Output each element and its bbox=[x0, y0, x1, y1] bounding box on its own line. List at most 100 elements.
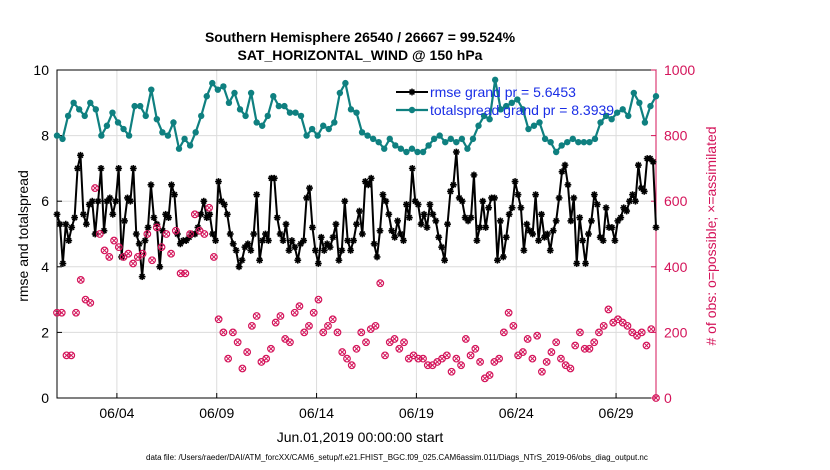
rmse-point-stroke bbox=[218, 198, 225, 205]
rmse-point-stroke bbox=[491, 194, 498, 201]
spread-point bbox=[220, 83, 227, 90]
obs-possible-circle bbox=[171, 226, 180, 235]
obs-possible-circle bbox=[357, 328, 366, 337]
obs-assimilated-x bbox=[206, 205, 212, 211]
spread-point bbox=[297, 112, 305, 120]
legend-label-spread: totalspread grand pr = 8.3939 bbox=[430, 102, 614, 118]
obs-point bbox=[343, 354, 351, 363]
obs-point bbox=[72, 308, 80, 317]
rmse-point bbox=[590, 191, 598, 199]
rmse-point bbox=[467, 214, 475, 221]
y-tick-label-left: 2 bbox=[41, 324, 49, 340]
spread-point bbox=[397, 145, 405, 152]
obs-point bbox=[281, 335, 290, 343]
rmse-point-stroke bbox=[365, 181, 372, 188]
obs-assimilated-x bbox=[187, 231, 193, 237]
spread-point bbox=[597, 119, 604, 126]
obs-point bbox=[381, 351, 389, 360]
obs-point bbox=[81, 295, 90, 304]
rmse-point-stroke bbox=[520, 247, 527, 254]
rmse-point-stroke bbox=[462, 214, 469, 221]
obs-assimilated-x bbox=[244, 349, 250, 355]
rmse-point bbox=[511, 178, 519, 185]
rmse-point-stroke bbox=[559, 168, 566, 175]
rmse-point-stroke bbox=[253, 191, 260, 198]
obs-point bbox=[67, 351, 76, 360]
spread-point bbox=[308, 125, 316, 133]
obs-possible-circle bbox=[518, 348, 527, 356]
rmse-point-stroke bbox=[550, 227, 557, 234]
obs-point bbox=[352, 344, 361, 353]
obs-assimilated-x bbox=[591, 339, 597, 345]
obs-possible-circle bbox=[324, 321, 332, 330]
spread-point bbox=[381, 145, 388, 152]
rmse-point bbox=[350, 237, 357, 244]
obs-point bbox=[228, 328, 237, 337]
obs-possible-circle bbox=[110, 236, 118, 245]
rmse-point-stroke bbox=[650, 158, 657, 165]
spread-point bbox=[613, 109, 621, 116]
rmse-point-stroke bbox=[438, 244, 445, 251]
obs-point bbox=[338, 348, 347, 356]
rmse-point bbox=[306, 184, 313, 192]
obs-point bbox=[480, 374, 489, 383]
rmse-point bbox=[549, 227, 557, 235]
rmse-point-stroke bbox=[171, 191, 178, 198]
rmse-point-stroke bbox=[288, 237, 295, 244]
spread-point bbox=[292, 109, 299, 116]
obs-point bbox=[157, 243, 166, 252]
y-tick-label-right: 0 bbox=[664, 390, 672, 406]
spread-point bbox=[558, 142, 565, 149]
obs-assimilated-x bbox=[292, 310, 298, 316]
rmse-point-stroke bbox=[617, 214, 624, 221]
spread-point bbox=[114, 119, 122, 126]
rmse-point bbox=[400, 237, 407, 244]
obs-possible-circle bbox=[461, 335, 470, 343]
chart-subtitle: SAT_HORIZONTAL_WIND @ 150 hPa bbox=[238, 47, 483, 63]
spread-point bbox=[480, 112, 488, 120]
spread-point bbox=[436, 132, 443, 139]
obs-possible-circle bbox=[576, 328, 584, 337]
rmse-point bbox=[502, 233, 510, 241]
rmse-point-stroke bbox=[236, 263, 243, 270]
rmse-point bbox=[411, 197, 419, 205]
obs-point bbox=[438, 354, 446, 363]
rmse-point-stroke bbox=[526, 227, 533, 234]
rmse-point-stroke bbox=[89, 198, 96, 205]
obs-possible-circle bbox=[580, 344, 589, 353]
rmse-point bbox=[309, 224, 316, 231]
spread-point bbox=[630, 89, 638, 97]
rmse-point-stroke bbox=[494, 257, 501, 264]
spread-point bbox=[541, 135, 549, 143]
rmse-point-stroke bbox=[118, 253, 125, 260]
rmse-point bbox=[356, 207, 363, 215]
spread-point bbox=[136, 102, 144, 110]
rmse-point-stroke bbox=[341, 198, 348, 205]
rmse-point bbox=[97, 165, 105, 172]
obs-possible-circle bbox=[67, 351, 76, 360]
obs-possible-circle bbox=[623, 321, 632, 330]
spread-point bbox=[625, 112, 632, 120]
rmse-point bbox=[405, 214, 413, 221]
rmse-point-stroke bbox=[303, 194, 310, 201]
obs-point bbox=[471, 344, 480, 353]
spread-point bbox=[508, 99, 515, 107]
rmse-point bbox=[265, 237, 272, 244]
spread-point bbox=[198, 112, 205, 120]
obs-assimilated-x bbox=[311, 310, 317, 316]
rmse-point bbox=[523, 220, 531, 228]
rmse-point bbox=[567, 217, 575, 225]
obs-possible-circle bbox=[100, 246, 109, 255]
rmse-point-stroke bbox=[515, 191, 521, 198]
spread-point bbox=[608, 116, 615, 123]
obs-assimilated-x bbox=[648, 326, 654, 332]
rmse-point-stroke bbox=[570, 194, 577, 201]
obs-possible-circle bbox=[485, 371, 494, 379]
obs-assimilated-x bbox=[320, 329, 326, 336]
rmse-point bbox=[529, 230, 537, 238]
rmse-point-stroke bbox=[156, 263, 163, 270]
rmse-point-stroke bbox=[338, 247, 345, 254]
obs-assimilated-x bbox=[639, 329, 645, 336]
rmse-point bbox=[408, 165, 416, 172]
obs-possible-circle bbox=[533, 331, 542, 340]
